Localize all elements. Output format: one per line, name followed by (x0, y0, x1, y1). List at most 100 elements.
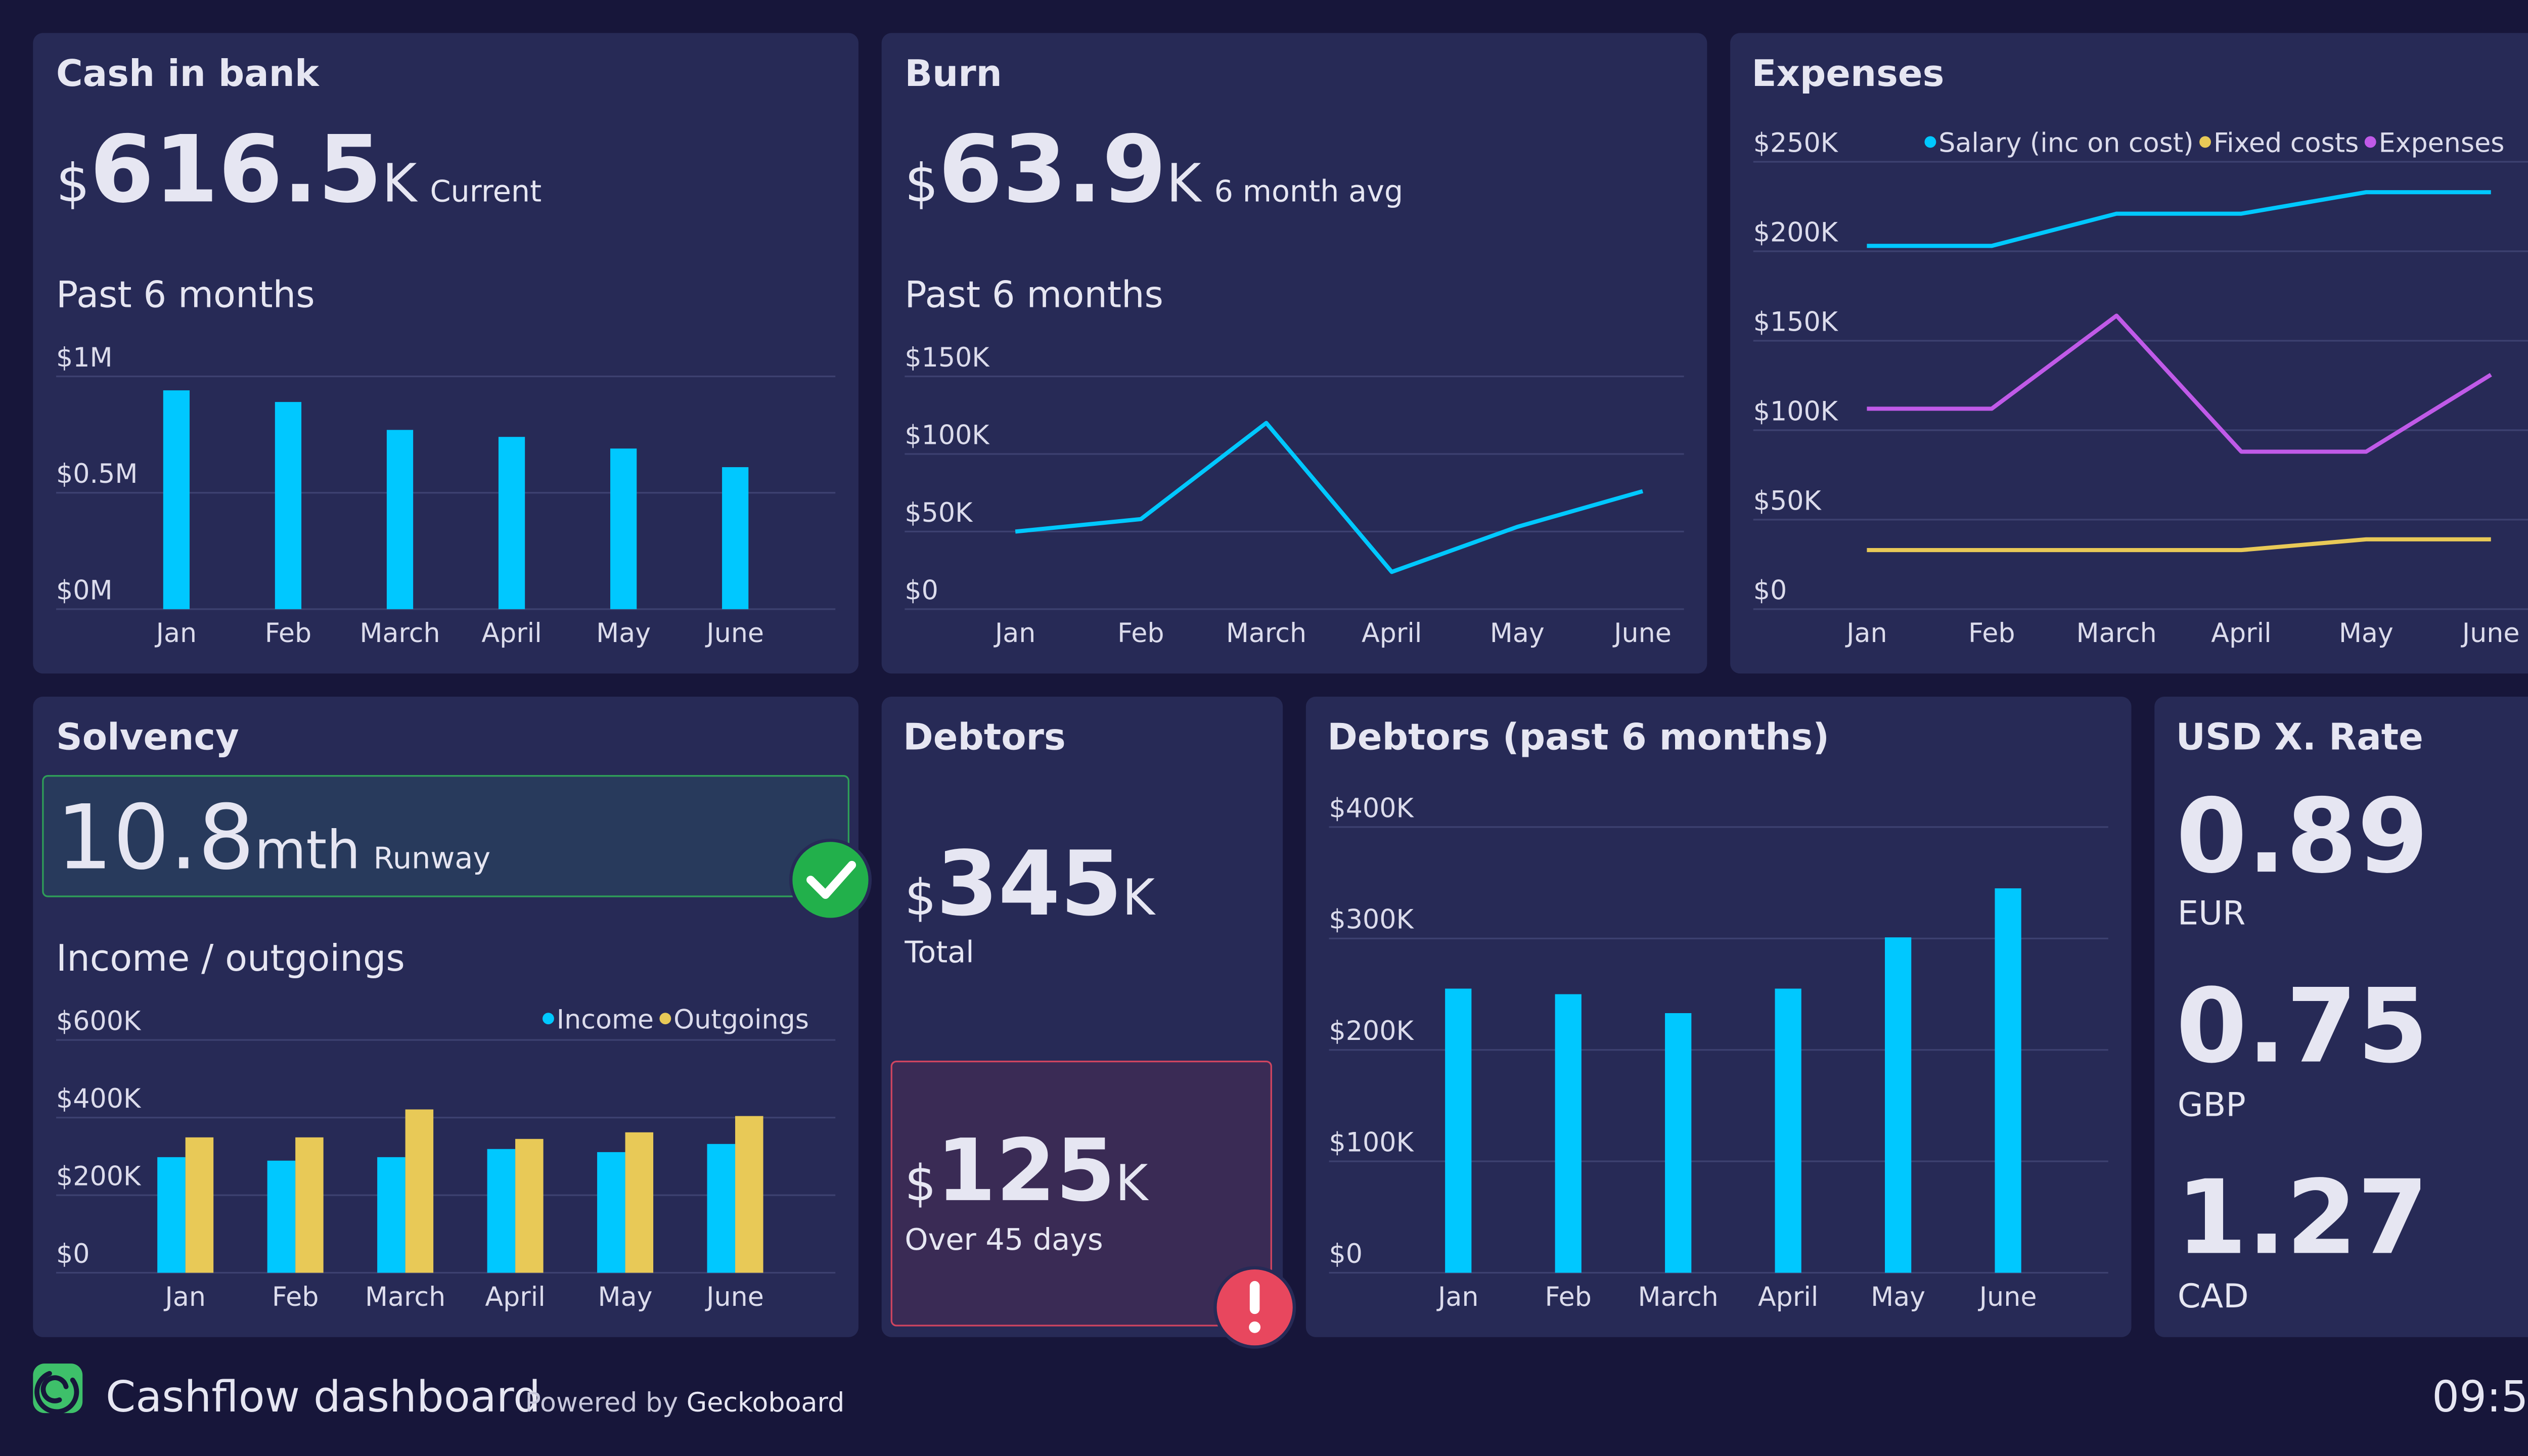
alert-box (890, 1060, 1272, 1327)
kpi: 10.8mth Runway (56, 786, 490, 890)
y-tick-label: $200K (1329, 1016, 1415, 1046)
x-tick-label: Feb (1117, 618, 1164, 649)
y-tick-label: $200K (56, 1161, 142, 1192)
powered-label: Powered by (525, 1388, 678, 1418)
bar (163, 390, 190, 609)
bar (498, 437, 525, 609)
panel (881, 33, 1707, 674)
bar (377, 1157, 405, 1273)
clock: 09:52 (2432, 1372, 2528, 1422)
legend-marker (2199, 136, 2211, 148)
kpi-suffix: K (382, 152, 418, 214)
status-box (42, 775, 849, 897)
x-tick-label: June (705, 1282, 764, 1312)
panel (1305, 696, 2132, 1337)
y-tick-label: $1M (56, 343, 113, 373)
y-tick-label: $400K (1329, 793, 1415, 824)
kpi-label: Total (904, 935, 974, 970)
chart-title: Debtors (past 6 months) (1327, 715, 1829, 758)
bar (515, 1139, 544, 1273)
x-tick-label: Feb (1968, 618, 2015, 649)
alert-dot (1249, 1321, 1261, 1333)
bar (267, 1160, 296, 1273)
x-tick-label: April (485, 1282, 545, 1312)
bar (1665, 1013, 1692, 1273)
line (1867, 537, 2491, 553)
rate-value: 0.89 (2176, 777, 2428, 896)
bar (625, 1132, 654, 1273)
rate-label: EUR (2178, 894, 2245, 933)
logo-mark (34, 1371, 79, 1415)
x-tick-label: March (2076, 618, 2157, 649)
x-tick-label: March (1638, 1282, 1719, 1312)
panel (33, 33, 859, 674)
chart-title: Past 6 months (56, 273, 315, 315)
kpi-suffix: K (1166, 152, 1202, 214)
line (1867, 190, 2491, 248)
bar (386, 430, 414, 609)
check-mark (806, 860, 856, 899)
x-tick-label: March (1226, 618, 1306, 649)
bar (405, 1109, 434, 1273)
y-tick-label: $300K (1329, 905, 1415, 935)
y-tick-label: $50K (905, 498, 973, 528)
legend-marker (2364, 136, 2376, 148)
bar (722, 467, 749, 609)
x-tick-label: June (1612, 618, 1672, 649)
x-tick-label: March (359, 618, 440, 649)
kpi-note: Runway (374, 841, 491, 876)
x-tick-label: May (1871, 1282, 1925, 1312)
panel (2154, 696, 2528, 1337)
powered-by: Powered by Geckoboard (525, 1388, 844, 1418)
panel (1730, 33, 2528, 674)
x-tick-label: May (2339, 618, 2394, 649)
bar (1555, 994, 1582, 1273)
kpi-prefix: $ (905, 1155, 936, 1212)
y-tick-label: $0 (1329, 1239, 1363, 1269)
x-tick-label: June (2461, 618, 2520, 649)
x-tick-label: April (2211, 618, 2271, 649)
x-tick-label: June (705, 618, 764, 649)
y-tick-label: $100K (1753, 396, 1839, 427)
bar (707, 1144, 736, 1273)
kpi-label: Over 45 days (905, 1222, 1103, 1257)
bar (597, 1152, 625, 1273)
legend-label: Outgoings (673, 1005, 809, 1035)
bar (1884, 937, 1912, 1273)
bar (487, 1149, 516, 1273)
y-tick-label: $400K (56, 1084, 142, 1114)
x-tick-label: April (1362, 618, 1422, 649)
legend-marker (659, 1013, 671, 1025)
kpi-value: 63.9 (938, 116, 1166, 223)
y-tick-label: $150K (1753, 307, 1839, 337)
bar (1445, 988, 1472, 1273)
y-tick-label: $0 (56, 1239, 89, 1269)
y-tick-label: $600K (56, 1007, 142, 1037)
widget-title: Cash in bank (56, 52, 320, 95)
line (1015, 421, 1644, 574)
y-tick-label: $50K (1753, 486, 1822, 516)
y-tick-label: $0M (56, 575, 113, 606)
x-tick-label: Jan (1845, 618, 1887, 649)
x-tick-label: April (481, 618, 541, 649)
y-tick-label: $250K (1753, 128, 1839, 158)
bar (275, 402, 302, 609)
widget-title: Debtors (903, 715, 1066, 758)
kpi-prefix: $ (905, 152, 938, 214)
bar (1995, 888, 2021, 1273)
legend-marker (543, 1013, 554, 1025)
chart-title: Income / outgoings (56, 937, 405, 979)
kpi-prefix: $ (56, 152, 89, 214)
x-tick-label: Jan (1436, 1282, 1479, 1312)
legend-label: Fixed costs (2214, 128, 2359, 158)
x-tick-label: April (1758, 1282, 1818, 1312)
x-tick-label: May (596, 618, 651, 649)
x-tick-label: Feb (272, 1282, 319, 1312)
y-tick-label: $0 (905, 575, 938, 606)
bar (185, 1137, 214, 1273)
kpi-note: 6 month avg (1214, 173, 1404, 208)
kpi-value: 345 (936, 832, 1122, 936)
kpi: $125K (905, 1121, 1149, 1221)
legend-label: Salary (inc on cost) (1938, 128, 2193, 158)
